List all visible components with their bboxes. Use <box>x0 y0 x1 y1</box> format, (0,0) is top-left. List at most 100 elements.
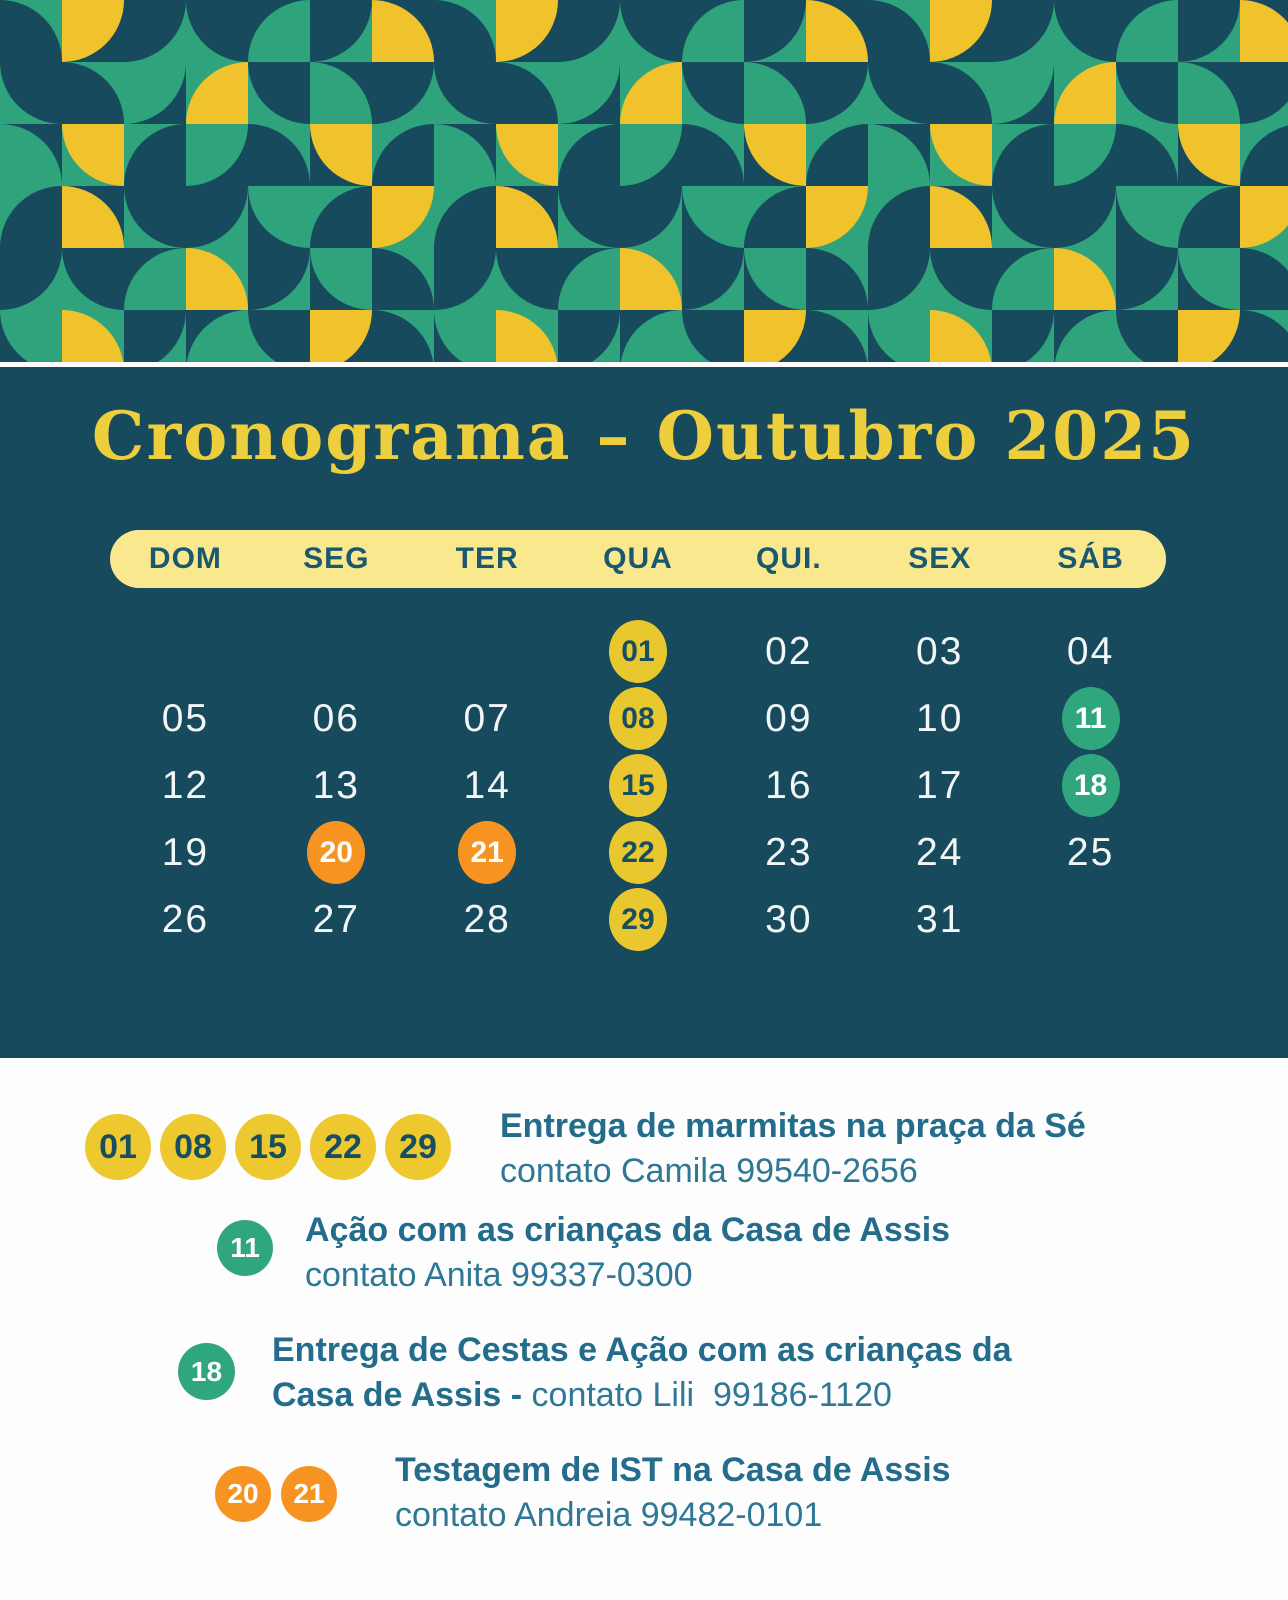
pattern-tile <box>558 62 620 124</box>
quarter-circle-shape <box>992 124 1054 186</box>
decorative-quarter-circle-pattern <box>0 0 1288 362</box>
quarter-circle-shape <box>0 62 62 124</box>
pattern-tile <box>186 124 248 186</box>
quarter-circle-shape <box>0 0 62 62</box>
calendar-cell <box>261 618 412 685</box>
pattern-tile <box>0 186 62 248</box>
calendar-cell: 02 <box>713 618 864 685</box>
calendar-cell <box>1015 886 1166 953</box>
quarter-circle-shape <box>1240 310 1288 362</box>
quarter-circle-shape <box>744 0 806 62</box>
quarter-circle-shape <box>496 186 558 248</box>
calendar-cell: 04 <box>1015 618 1166 685</box>
pattern-tile <box>434 0 496 62</box>
quarter-circle-shape <box>1116 248 1178 310</box>
calendar-cell: 30 <box>713 886 864 953</box>
calendar-day: 02 <box>765 629 813 673</box>
pattern-tile <box>248 0 310 62</box>
quarter-circle-shape <box>806 186 868 248</box>
pattern-tile <box>1178 248 1240 310</box>
pattern-tile <box>558 124 620 186</box>
pattern-tile <box>744 62 806 124</box>
quarter-circle-shape <box>992 186 1054 248</box>
pattern-tile <box>496 62 558 124</box>
pattern-tile <box>0 310 62 362</box>
pattern-tile <box>620 124 682 186</box>
pattern-tile <box>992 62 1054 124</box>
calendar-cell: 16 <box>713 752 864 819</box>
pattern-tile <box>806 186 868 248</box>
pattern-tile <box>806 62 868 124</box>
pattern-tile <box>930 0 992 62</box>
quarter-circle-shape <box>1240 124 1288 186</box>
quarter-circle-shape <box>620 124 682 186</box>
pattern-tile <box>930 62 992 124</box>
calendar-day: 16 <box>765 763 813 807</box>
pattern-tile <box>1116 310 1178 362</box>
legend-text-block: Entrega de marmitas na praça da Sé contat… <box>500 1104 1220 1194</box>
quarter-circle-shape <box>930 62 992 124</box>
legend-date-circles: 11 <box>217 1220 273 1276</box>
quarter-circle-shape <box>868 124 930 186</box>
quarter-circle-shape <box>1116 62 1178 124</box>
quarter-circle-shape <box>992 248 1054 310</box>
quarter-circle-shape <box>1116 186 1178 248</box>
calendar-cell: 09 <box>713 685 864 752</box>
page-title: Cronograma – Outubro 2025 <box>91 397 1197 475</box>
quarter-circle-shape <box>806 248 868 310</box>
quarter-circle-shape <box>496 0 558 62</box>
quarter-circle-shape <box>558 62 620 124</box>
calendar-cell: 23 <box>713 819 864 886</box>
calendar-day: 26 <box>161 897 210 941</box>
legend-date-circle-green: 18 <box>178 1343 235 1400</box>
quarter-circle-shape <box>248 186 310 248</box>
pattern-tile <box>434 124 496 186</box>
legend-event-title: Ação com as crianças da Casa de Assis <box>305 1211 951 1249</box>
legend-contact: contato Camila 99540-2656 <box>500 1152 918 1190</box>
quarter-circle-shape <box>868 186 930 248</box>
quarter-circle-shape <box>930 248 992 310</box>
weekday-label: QUA <box>603 542 673 575</box>
legend-date-circle-yellow: 08 <box>160 1114 226 1180</box>
quarter-circle-shape <box>248 310 310 362</box>
quarter-circle-shape <box>868 310 930 362</box>
pattern-tile <box>1054 0 1116 62</box>
quarter-circle-shape <box>1116 0 1178 62</box>
pattern-tile <box>372 248 434 310</box>
quarter-circle-shape <box>434 124 496 186</box>
quarter-circle-shape <box>930 124 992 186</box>
quarter-circle-shape <box>558 124 620 186</box>
calendar-cell: 18 <box>1015 752 1166 819</box>
pattern-tile <box>1116 0 1178 62</box>
pattern-tile <box>496 124 558 186</box>
quarter-circle-shape <box>744 310 806 362</box>
calendar-day: 17 <box>916 763 964 807</box>
calendar-cell: 25 <box>1015 819 1166 886</box>
calendar-day: 31 <box>916 897 964 941</box>
pattern-tile <box>620 248 682 310</box>
pattern-tile <box>1054 248 1116 310</box>
pattern-tile <box>0 124 62 186</box>
legend-date-circle-yellow: 29 <box>385 1114 451 1180</box>
pattern-tile <box>1240 186 1288 248</box>
quarter-circle-shape <box>310 310 372 362</box>
legend-event-title: Testagem de IST na Casa de Assis <box>395 1451 951 1489</box>
calendar-cell: 24 <box>864 819 1015 886</box>
quarter-circle-shape <box>806 62 868 124</box>
weekday-label: SÁB <box>1057 542 1124 575</box>
pattern-tile <box>620 0 682 62</box>
quarter-circle-shape <box>806 310 868 362</box>
legend-date-circle-yellow: 01 <box>85 1114 151 1180</box>
legend-event-title: Entrega de Cestas e Ação com as crianças… <box>272 1331 1012 1414</box>
quarter-circle-shape <box>744 248 806 310</box>
pattern-tile <box>186 186 248 248</box>
calendar-cell: 17 <box>864 752 1015 819</box>
quarter-circle-shape <box>248 248 310 310</box>
pattern-tile <box>806 248 868 310</box>
calendar-day: 13 <box>312 763 360 807</box>
calendar-day-highlighted-yellow: 15 <box>608 754 667 817</box>
calendar-grid: 01 02 03 04 05 06 07 08 09 10 11 12 13 14 15 16 17 18 19 20… <box>110 618 1166 953</box>
pattern-tile <box>620 186 682 248</box>
quarter-circle-shape <box>620 248 682 310</box>
